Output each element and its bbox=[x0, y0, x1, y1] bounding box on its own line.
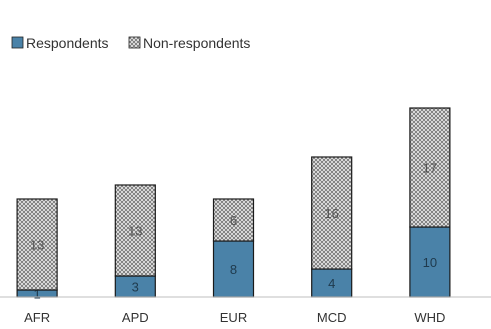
data-label-non-respondents-mcd: 16 bbox=[324, 206, 338, 221]
legend-label-respondents: Respondents bbox=[26, 35, 109, 51]
data-label-non-respondents-apd: 13 bbox=[128, 224, 142, 239]
legend: Respondents Non-respondents bbox=[11, 35, 250, 51]
x-axis-tick-labels: AFR APD EUR MCD WHD bbox=[24, 310, 445, 325]
bar-non-respondents-eur bbox=[212, 198, 255, 242]
x-tick-label-mcd: MCD bbox=[317, 310, 347, 325]
legend-swatch-non-respondents bbox=[128, 36, 141, 49]
data-label-non-respondents-whd: 17 bbox=[423, 161, 437, 176]
bar-non-respondents-mcd bbox=[311, 156, 353, 270]
x-tick-label-afr: AFR bbox=[24, 310, 50, 325]
x-tick-label-whd: WHD bbox=[414, 310, 445, 325]
bar-non-respondents-apd bbox=[114, 184, 156, 277]
bar-non-respondents-whd bbox=[409, 107, 451, 228]
data-label-respondents-apd: 3 bbox=[132, 280, 139, 295]
data-label-respondents-whd: 10 bbox=[423, 255, 437, 270]
legend-label-non-respondents: Non-respondents bbox=[143, 35, 250, 51]
data-label-non-respondents-afr: 13 bbox=[30, 238, 44, 253]
data-label-respondents-eur: 8 bbox=[230, 262, 237, 277]
x-tick-label-apd: APD bbox=[122, 310, 149, 325]
legend-item-non-respondents: Non-respondents bbox=[128, 35, 250, 51]
legend-item-respondents: Respondents bbox=[11, 35, 109, 51]
data-label-respondents-afr: 1 bbox=[33, 287, 40, 302]
bar-non-respondents-afr bbox=[16, 198, 58, 291]
x-tick-label-eur: EUR bbox=[220, 310, 247, 325]
bars-group: 1 13 3 13 8 6 4 16 10 17 bbox=[16, 107, 451, 302]
legend-swatch-respondents bbox=[11, 36, 24, 49]
data-label-respondents-mcd: 4 bbox=[328, 276, 335, 291]
data-label-non-respondents-eur: 6 bbox=[230, 213, 237, 228]
